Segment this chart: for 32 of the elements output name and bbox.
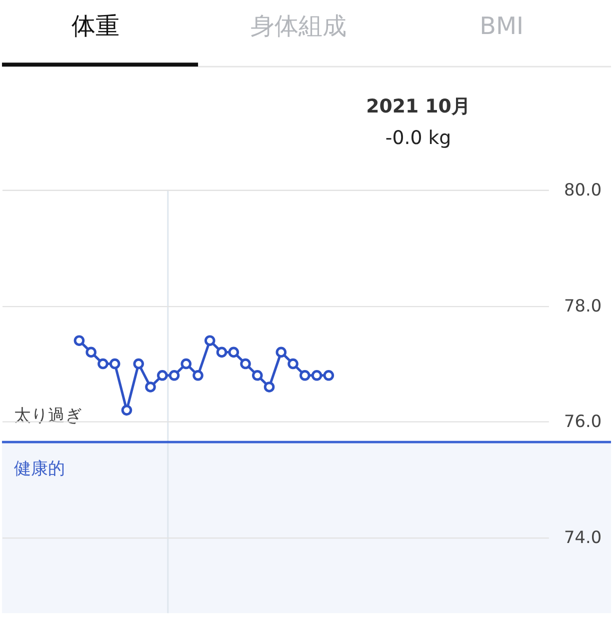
text: BMI xyxy=(480,12,524,40)
point xyxy=(74,335,85,346)
text: 身体組成 xyxy=(250,12,347,40)
point xyxy=(98,358,108,370)
point xyxy=(240,358,251,370)
chart-subtitle: -0.0 kg xyxy=(385,127,452,150)
band-label: 健康的 xyxy=(14,458,65,478)
y-tick-label: 74.0 xyxy=(564,527,602,548)
y-tick-label: 80.0 xyxy=(564,179,602,200)
chart-title: 2021 10月 xyxy=(366,95,470,118)
point xyxy=(133,358,144,370)
point xyxy=(323,370,334,381)
point xyxy=(252,370,263,381)
point xyxy=(121,404,132,416)
point xyxy=(216,346,228,358)
point xyxy=(288,358,298,370)
point xyxy=(228,346,240,358)
point xyxy=(145,382,156,392)
y-tick-label: 78.0 xyxy=(564,295,602,316)
point xyxy=(86,346,96,358)
y-tick-label: 76.0 xyxy=(564,411,602,432)
point xyxy=(109,358,120,370)
point xyxy=(264,382,275,392)
point xyxy=(156,370,168,381)
point xyxy=(311,370,322,381)
point xyxy=(204,335,216,346)
point xyxy=(168,370,180,381)
point xyxy=(192,370,204,381)
point xyxy=(180,358,192,370)
point xyxy=(300,370,310,381)
point xyxy=(276,346,287,358)
text: 体重 xyxy=(72,12,120,40)
